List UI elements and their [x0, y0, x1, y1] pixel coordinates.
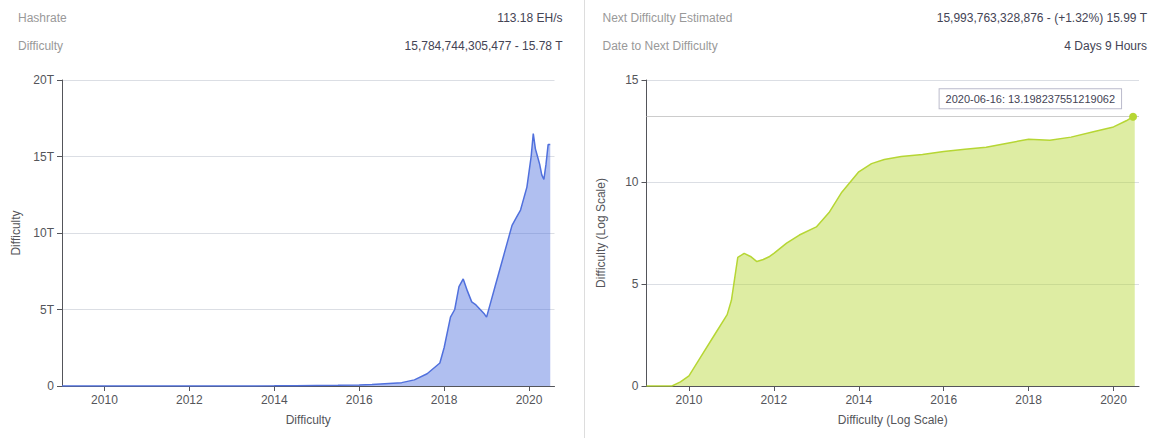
svg-text:2020: 2020	[516, 393, 543, 407]
svg-text:113.18 EH/s: 113.18 EH/s	[497, 11, 562, 25]
svg-text:Hashrate: Hashrate	[18, 11, 67, 25]
svg-text:0: 0	[47, 379, 54, 393]
svg-text:2016: 2016	[930, 393, 957, 407]
svg-text:4 Days 9 Hours: 4 Days 9 Hours	[1064, 39, 1147, 53]
svg-text:2012: 2012	[761, 393, 788, 407]
svg-text:2014: 2014	[845, 393, 872, 407]
svg-text:15,784,744,305,477 - 15.78 T: 15,784,744,305,477 - 15.78 T	[405, 39, 564, 53]
svg-text:20T: 20T	[33, 73, 54, 87]
svg-text:5: 5	[632, 277, 639, 291]
svg-text:15: 15	[625, 73, 639, 87]
svg-text:2020-06-16: 13.198237551219062: 2020-06-16: 13.198237551219062	[946, 93, 1115, 105]
svg-text:Difficulty: Difficulty	[9, 210, 23, 255]
svg-text:2018: 2018	[1015, 393, 1042, 407]
svg-text:5T: 5T	[40, 303, 55, 317]
svg-text:Next Difficulty Estimated: Next Difficulty Estimated	[603, 11, 733, 25]
svg-text:2012: 2012	[176, 393, 203, 407]
svg-text:2014: 2014	[261, 393, 288, 407]
svg-text:2018: 2018	[431, 393, 458, 407]
svg-text:Difficulty: Difficulty	[18, 39, 63, 53]
svg-text:Difficulty (Log Scale): Difficulty (Log Scale)	[594, 178, 608, 288]
svg-text:Date to Next Difficulty: Date to Next Difficulty	[603, 39, 718, 53]
svg-text:0: 0	[632, 379, 639, 393]
svg-text:Difficulty: Difficulty	[286, 413, 331, 427]
svg-text:10T: 10T	[33, 226, 54, 240]
svg-text:2010: 2010	[676, 393, 703, 407]
svg-text:15,993,763,328,876 - (+1.32%): 15,993,763,328,876 - (+1.32%) 15.99 T	[937, 11, 1148, 25]
svg-text:10: 10	[625, 175, 639, 189]
svg-text:Difficulty (Log Scale): Difficulty (Log Scale)	[838, 413, 948, 427]
svg-text:2010: 2010	[91, 393, 118, 407]
svg-text:15T: 15T	[33, 150, 54, 164]
svg-text:2020: 2020	[1100, 393, 1127, 407]
svg-text:2016: 2016	[346, 393, 373, 407]
